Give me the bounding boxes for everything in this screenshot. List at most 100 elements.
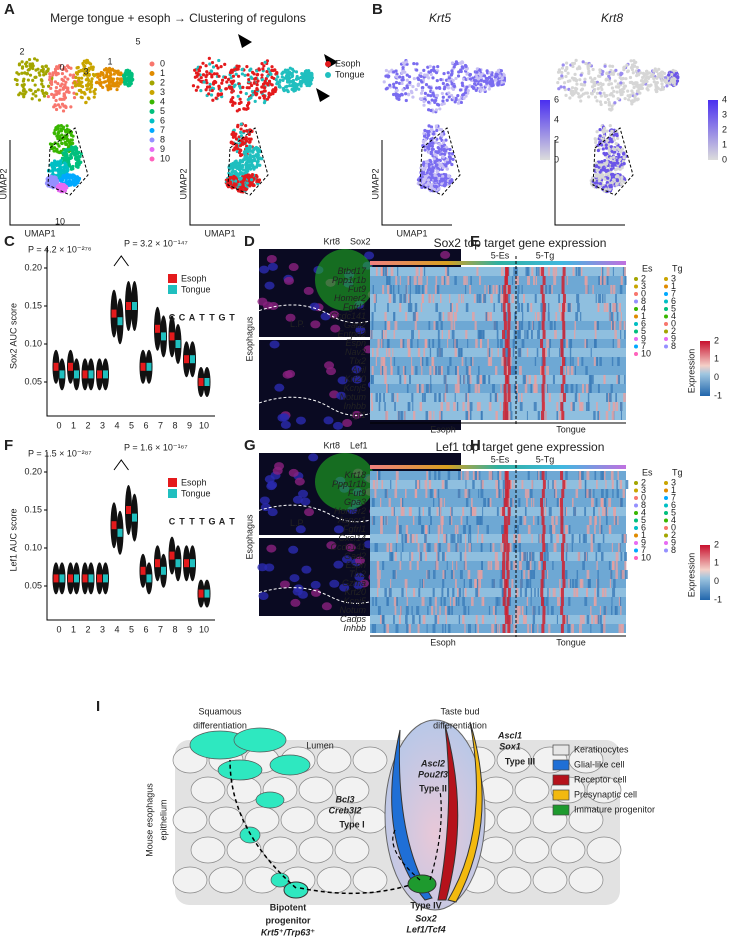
- umap-point: [583, 77, 587, 81]
- umap-point: [442, 71, 446, 76]
- umap-point: [262, 100, 267, 105]
- umap-point: [411, 84, 415, 89]
- umap-point: [124, 71, 128, 76]
- umap-point: [231, 100, 235, 105]
- heat-cell: [526, 303, 529, 312]
- umap-point: [129, 71, 134, 75]
- heat-cell: [617, 339, 621, 348]
- umap-point: [587, 95, 591, 99]
- umap-point: [242, 107, 246, 111]
- umap-point: [456, 74, 461, 78]
- heat-cell: [399, 276, 401, 285]
- umap-point: [415, 62, 419, 66]
- heat-cell: [479, 294, 482, 303]
- umap-point: [566, 71, 570, 75]
- umap-point: [54, 160, 59, 164]
- umap-point: [462, 96, 466, 100]
- umap-point: [556, 81, 560, 85]
- heat-cell: [382, 267, 384, 276]
- umap-point: [429, 72, 433, 77]
- umap-point: [267, 92, 271, 96]
- umap-point: [432, 157, 436, 161]
- nucleus: [259, 265, 270, 274]
- box: [53, 362, 59, 371]
- umap-point: [561, 63, 565, 67]
- umap-point: [231, 103, 235, 107]
- heat-cell: [525, 375, 528, 384]
- umap-point: [479, 89, 483, 93]
- heat-cell: [492, 285, 495, 294]
- heat-cell: [386, 348, 388, 357]
- heat-cell: [534, 312, 536, 321]
- heat-cell: [496, 330, 499, 339]
- umap-point: [595, 130, 599, 134]
- heat-cell: [516, 276, 519, 285]
- umap-point: [214, 64, 219, 68]
- umap-point: [230, 68, 234, 72]
- heat-cell: [447, 312, 451, 321]
- heat-hot: [562, 330, 566, 339]
- heat-cell: [546, 384, 549, 393]
- box: [68, 574, 73, 583]
- umap-point: [231, 130, 235, 135]
- umap-point: [85, 84, 90, 88]
- nucleus: [267, 262, 278, 271]
- umap-point: [40, 79, 44, 83]
- heat-cell: [409, 285, 411, 294]
- umap-point: [286, 89, 290, 94]
- motif-letter: T: [209, 312, 215, 322]
- heat-cell: [611, 357, 614, 366]
- umap-point: [63, 170, 67, 174]
- umap-point: [310, 78, 314, 82]
- heat-cell: [454, 348, 458, 357]
- umap-point: [282, 89, 286, 93]
- heat-cell: [414, 321, 417, 330]
- heat-cell: [415, 312, 419, 321]
- heat-cell: [499, 339, 503, 348]
- umap-point: [428, 142, 432, 146]
- heat-cell: [612, 321, 614, 330]
- heat-cell: [458, 294, 460, 303]
- umap-point: [72, 146, 77, 150]
- colorbar-tick: 0: [554, 154, 559, 164]
- umap-point: [303, 69, 308, 74]
- umap-point: [401, 61, 406, 65]
- umap-point: [84, 78, 88, 82]
- umap-point: [66, 77, 70, 81]
- umap-point: [86, 96, 90, 100]
- nucleus: [282, 370, 293, 379]
- heat-cell: [420, 267, 422, 276]
- heat-cell: [500, 285, 502, 294]
- heat-cell: [423, 267, 426, 276]
- heat-cell: [512, 348, 515, 357]
- heat-cell: [597, 303, 600, 312]
- region-label: L.P.: [290, 319, 305, 329]
- umap-point: [88, 87, 92, 91]
- umap-point: [609, 72, 613, 76]
- motif-letter: G: [218, 312, 225, 322]
- heat-cell: [487, 312, 489, 321]
- legend-label: 4: [160, 96, 165, 106]
- umap-point: [51, 169, 55, 173]
- heat-hot: [503, 366, 507, 375]
- umap-point: [124, 69, 128, 73]
- heat-cell: [371, 321, 374, 330]
- umap-point: [42, 94, 47, 98]
- umap-point: [422, 99, 426, 104]
- umap-point: [448, 147, 452, 152]
- umap-point: [69, 138, 73, 142]
- umap-point: [641, 82, 645, 86]
- annotation-bar: [370, 261, 626, 265]
- heat-cell: [567, 303, 570, 312]
- umap-point: [675, 75, 679, 79]
- umap-point: [244, 124, 248, 128]
- heat-cell: [537, 330, 540, 339]
- umap-point: [239, 127, 243, 131]
- x-tick-label: 8: [172, 624, 177, 634]
- umap-point: [59, 162, 63, 166]
- heat-cell: [463, 375, 465, 384]
- umap-point: [451, 78, 455, 83]
- umap-point: [31, 64, 35, 68]
- umap-point: [46, 94, 50, 99]
- umap-point: [497, 82, 501, 86]
